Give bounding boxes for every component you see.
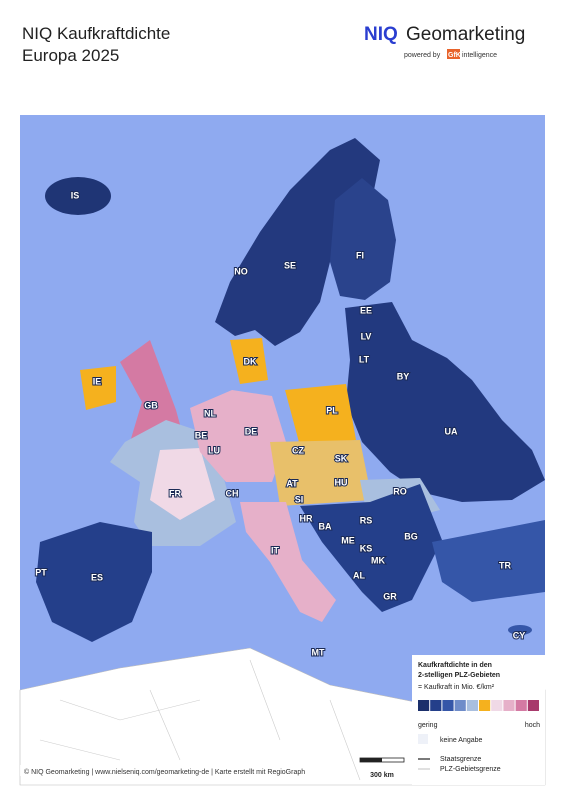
country-code: SE bbox=[284, 260, 296, 270]
land bbox=[45, 177, 111, 215]
legend-swatch bbox=[503, 700, 515, 711]
legend-swatch bbox=[515, 700, 527, 711]
land bbox=[285, 384, 356, 446]
title: NIQ Kaufkraftdichte bbox=[22, 24, 170, 43]
country-code: RO bbox=[393, 486, 407, 496]
country-code: GB bbox=[144, 400, 158, 410]
country-code: MK bbox=[371, 555, 385, 565]
country-code: RS bbox=[360, 515, 373, 525]
land bbox=[432, 520, 545, 602]
scale-bar bbox=[360, 758, 382, 762]
country-code: CZ bbox=[292, 445, 304, 455]
country-code: AT bbox=[286, 478, 298, 488]
country-code: HU bbox=[335, 477, 348, 487]
land bbox=[190, 390, 286, 482]
land bbox=[270, 440, 372, 506]
country-code: FR bbox=[169, 488, 181, 498]
legend-low: gering bbox=[418, 722, 438, 729]
legend-swatch bbox=[442, 700, 454, 711]
country-code: SI bbox=[295, 494, 304, 504]
legend-no-data: keine Angabe bbox=[440, 737, 483, 744]
legend-swatch bbox=[527, 700, 539, 711]
country-code: PT bbox=[35, 567, 47, 577]
powered-by: powered by bbox=[404, 52, 441, 59]
land bbox=[508, 625, 532, 635]
country-code: DE bbox=[245, 426, 258, 436]
country-code: HR bbox=[300, 513, 313, 523]
gfk-badge bbox=[447, 49, 460, 59]
legend-swatch bbox=[418, 700, 430, 711]
land bbox=[120, 340, 182, 442]
country-code: CY bbox=[513, 630, 526, 640]
legend-high: hoch bbox=[525, 722, 540, 729]
legend-plz-border: PLZ-Gebietsgrenze bbox=[440, 766, 501, 773]
country-code: AL bbox=[353, 570, 365, 580]
country-code: ME bbox=[341, 535, 355, 545]
country-code: IE bbox=[93, 376, 102, 386]
country-code: UA bbox=[445, 426, 458, 436]
land bbox=[300, 484, 442, 612]
legend-swatch bbox=[479, 700, 491, 711]
country-code: TR bbox=[499, 560, 511, 570]
legend: Kaufkraftdichte in den 2-stelligen PLZ-G… bbox=[412, 655, 545, 785]
legend-state-border: Staatsgrenze bbox=[440, 756, 481, 763]
land bbox=[345, 302, 545, 502]
legend-unit: = Kaufkraft in Mio. €/km² bbox=[418, 684, 495, 691]
country-code: PL bbox=[326, 405, 338, 415]
footer-bg bbox=[20, 765, 350, 776]
gfk: GfK bbox=[448, 52, 461, 59]
land bbox=[215, 138, 380, 346]
country-code: MT bbox=[312, 647, 325, 657]
footer-credit: © NIQ Geomarketing | www.nielseniq.com/g… bbox=[24, 768, 305, 776]
land bbox=[150, 448, 215, 520]
legend-swatch bbox=[466, 700, 478, 711]
legend-box bbox=[412, 655, 545, 785]
country-code: SK bbox=[335, 453, 348, 463]
land bbox=[36, 522, 152, 642]
country-code: EE bbox=[360, 305, 372, 315]
country-code: LT bbox=[359, 354, 370, 364]
country-code: BE bbox=[195, 430, 208, 440]
country-code: ES bbox=[91, 572, 103, 582]
land bbox=[80, 366, 116, 410]
legend-swatch bbox=[454, 700, 466, 711]
country-code: DK bbox=[244, 356, 257, 366]
country-code: GR bbox=[383, 591, 397, 601]
legend-swatch bbox=[418, 734, 428, 744]
legend-title: 2-stelligen PLZ-Gebieten bbox=[418, 672, 500, 679]
country-code: BG bbox=[404, 531, 418, 541]
land bbox=[330, 178, 396, 300]
country-code: FI bbox=[356, 250, 364, 260]
country-code: CH bbox=[226, 488, 239, 498]
country-code: IS bbox=[71, 190, 80, 200]
country-code: NL bbox=[204, 408, 216, 418]
brand-niq: NIQ bbox=[364, 24, 398, 45]
legend-swatch bbox=[430, 700, 442, 711]
land bbox=[240, 502, 336, 622]
brand-name: Geomarketing bbox=[406, 24, 525, 45]
country-code: KS bbox=[360, 543, 373, 553]
country-code: LU bbox=[208, 445, 220, 455]
legend-title: Kaufkraftdichte in den bbox=[418, 662, 492, 669]
country-code: IT bbox=[271, 545, 280, 555]
intelligence: intelligence bbox=[462, 52, 497, 59]
country-code: NO bbox=[234, 266, 248, 276]
title: Europa 2025 bbox=[22, 46, 119, 65]
land bbox=[230, 338, 268, 384]
country-code: BA bbox=[319, 521, 332, 531]
legend-swatch bbox=[491, 700, 503, 711]
country-code: BY bbox=[397, 371, 410, 381]
scale-label: 300 km bbox=[370, 772, 394, 779]
country-code: LV bbox=[361, 331, 372, 341]
